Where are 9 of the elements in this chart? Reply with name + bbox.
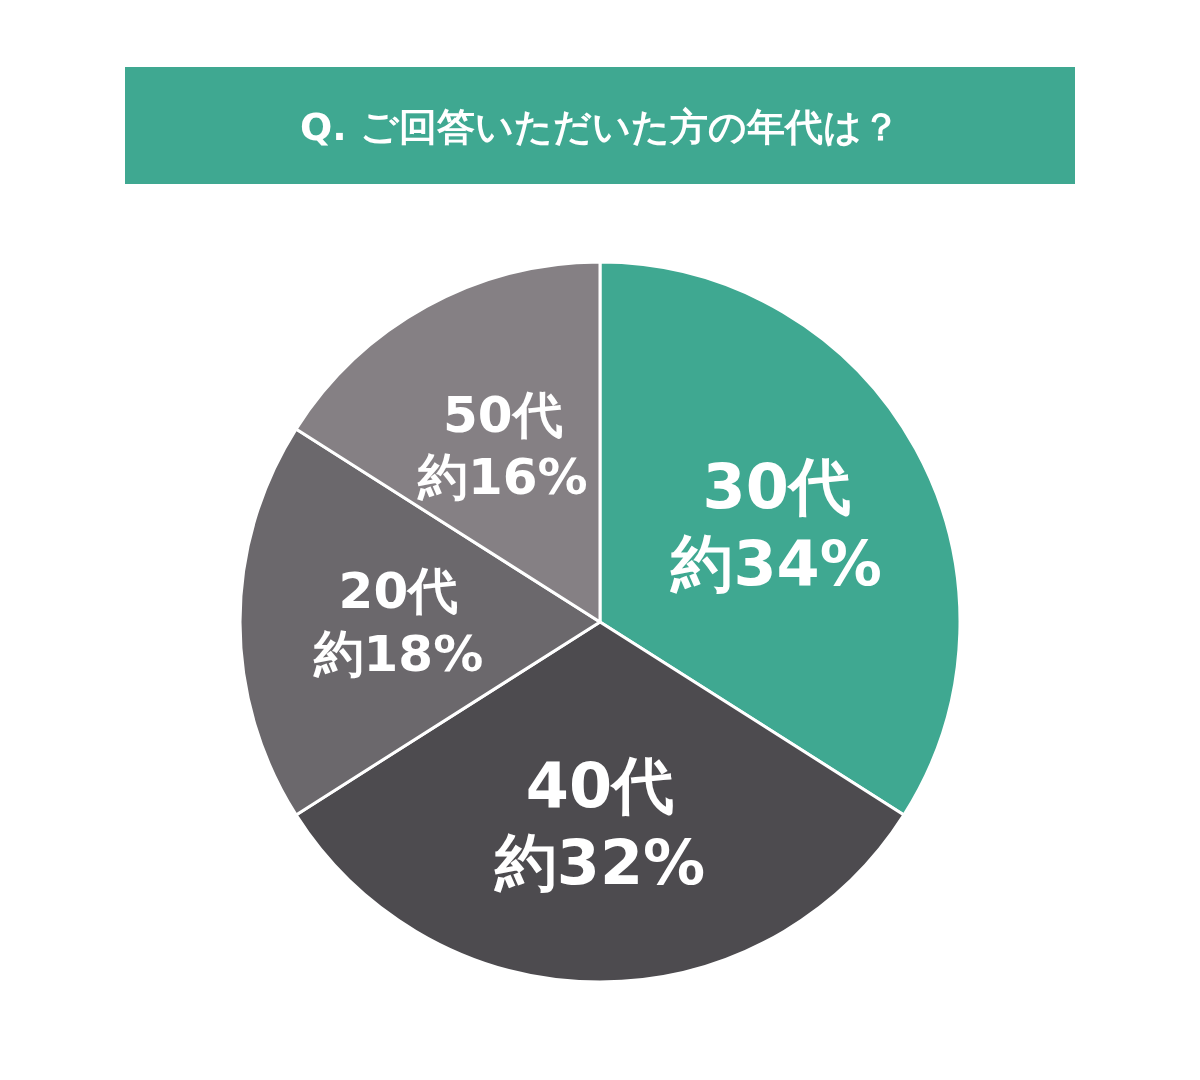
data-label: 約18% [312, 624, 484, 683]
slice-label: 40代 [525, 748, 675, 822]
data-label: 約34% [669, 527, 882, 601]
slice-label: 50代 [443, 385, 563, 444]
slice-label: 30代 [702, 449, 851, 523]
chart-title: Q. ご回答いただいた方の年代は？ [300, 105, 900, 149]
data-label: 約16% [417, 448, 588, 507]
data-label: 約32% [492, 826, 706, 900]
slice-label: 20代 [338, 562, 459, 621]
